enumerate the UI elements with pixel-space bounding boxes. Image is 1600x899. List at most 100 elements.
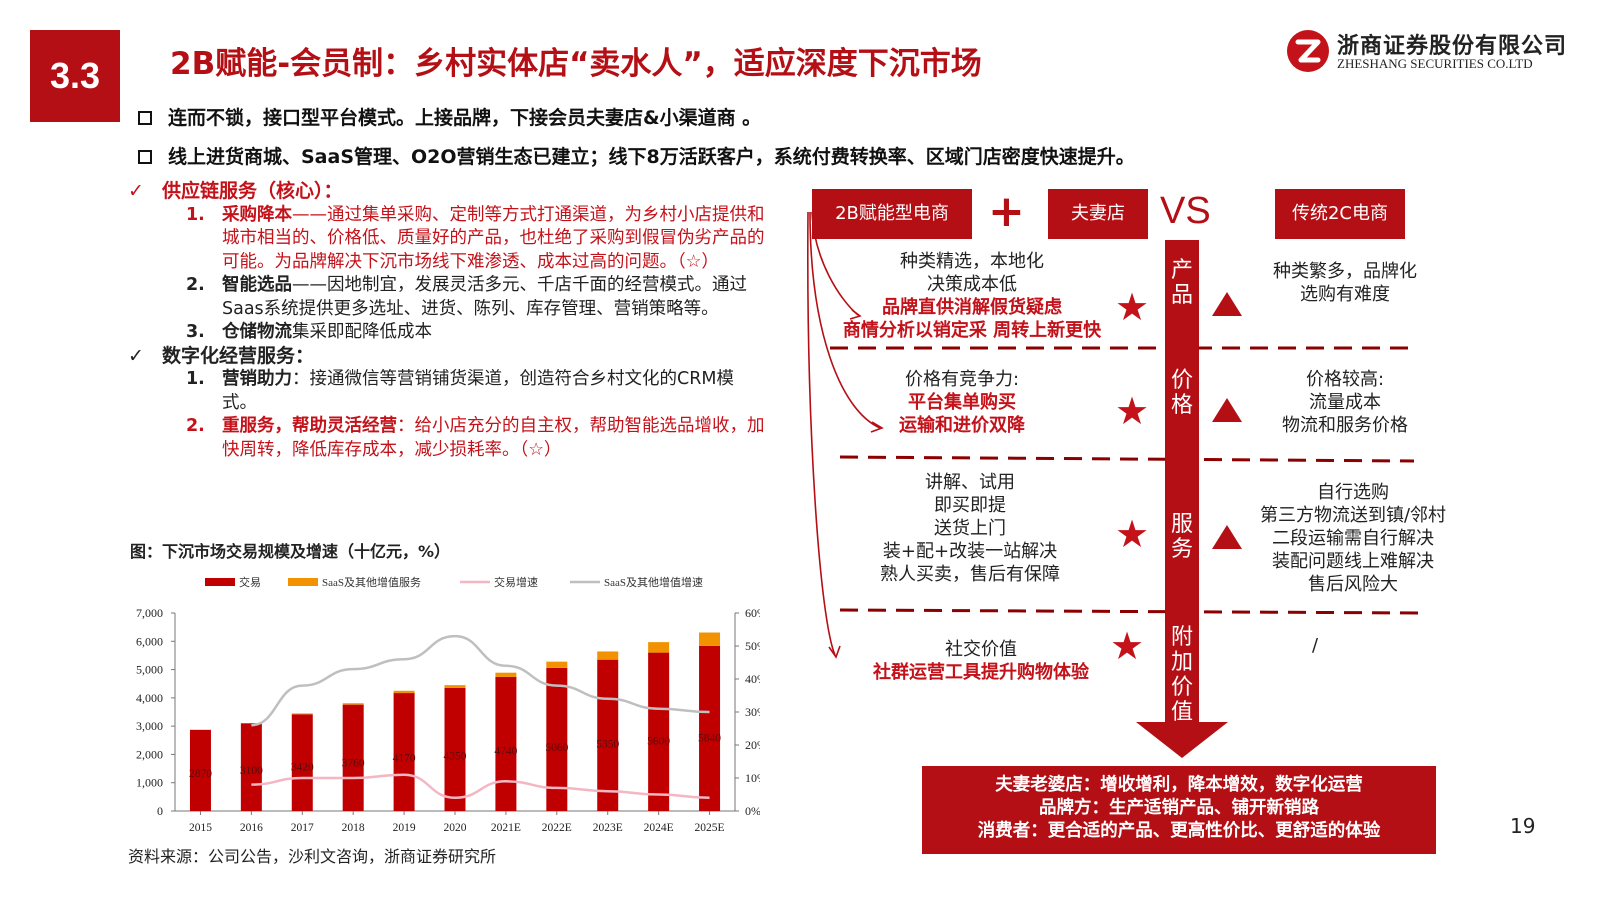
legend-label: SaaS及其他增值增速 <box>604 575 703 589</box>
star-icon: ★ <box>1115 389 1150 433</box>
digital-service-heading-text: 数字化经营服务： <box>162 344 315 367</box>
price-right-text: 价格较高: 流量成本 物流和服务价格 <box>1260 368 1430 437</box>
check-mark-icon: ✓ <box>128 344 144 367</box>
company-logo: 浙商证券股份有限公司 ZHESHANG SECURITIES CO.LTD <box>1285 26 1575 76</box>
bar-transaction <box>189 729 211 811</box>
service-right-text: 自行选购 第三方物流送到镇/邻村 二段运输需自行解决 装配问题线上难解决 售后风… <box>1248 481 1458 596</box>
bar-transaction <box>648 652 670 811</box>
star-icon: ★ <box>1110 624 1145 668</box>
vs-label: VS <box>1160 190 1211 232</box>
supply-chain-heading-text: 供应链服务（核心）： <box>162 180 343 202</box>
conclusion-line: 夫妻老婆店：增收增利，降本增效，数字化运营 <box>995 775 1363 795</box>
text-line: 送货上门 <box>934 518 1006 539</box>
list-item-keyword: 采购降本 <box>222 204 292 225</box>
text-line-highlight: 运输和进价双降 <box>899 415 1025 436</box>
list-item-keyword: 仓储物流 <box>222 322 292 342</box>
y-tick-label-left: 2,000 <box>136 747 163 761</box>
header-mom-pop-store: 夫妻店 <box>1048 189 1148 239</box>
axis-char: 服 <box>1170 512 1193 537</box>
x-tick-label: 2016 <box>240 822 263 834</box>
legend-label: 交易增速 <box>494 575 538 589</box>
data-label: 4740 <box>494 746 517 758</box>
list-item-number: 1. <box>186 204 205 225</box>
bar-saas <box>495 672 517 677</box>
data-label: 5060 <box>545 742 568 754</box>
page-title: 2B赋能-会员制：乡村实体店“卖水人”，适应深度下沉市场 <box>170 46 982 82</box>
list-item-text: 采购降本——通过集单采购、定制等方式打通渠道，为乡村小店提供和城市相当的、价格低… <box>222 204 768 275</box>
bar-transaction <box>291 714 313 811</box>
legend-label: 交易 <box>239 575 261 589</box>
data-label: 3420 <box>291 761 314 773</box>
logo-company-name-en: ZHESHANG SECURITIES CO.LTD <box>1337 56 1533 71</box>
bar-transaction <box>342 704 364 811</box>
y-tick-label-right: 40% <box>745 672 760 686</box>
bar-transaction <box>546 667 568 811</box>
bullet-text: 连而不锁，接口型平台模式。上接品牌，下接会员夫妻店&小渠道商 。 <box>168 107 762 129</box>
header-traditional-2c: 传统2C电商 <box>1275 189 1405 239</box>
square-bullet-icon <box>138 150 152 164</box>
y-tick-label-right: 30% <box>745 705 760 719</box>
y-tick-label-right: 60% <box>745 606 760 620</box>
x-tick-label: 2024E <box>644 822 674 834</box>
list-item-keyword: 智能选品 <box>222 275 292 295</box>
text-line: 第三方物流送到镇/邻村 <box>1259 505 1447 526</box>
text-line: 售后风险大 <box>1308 574 1398 595</box>
text-line: 熟人买卖，售后有保障 <box>880 564 1060 585</box>
list-item: 2. 重服务，帮助灵活经营：给小店充分的自主权，帮助智能选品增收，加快周转，降低… <box>128 415 768 462</box>
list-item-body: 集采即配降低成本 <box>292 322 432 342</box>
series-line <box>251 634 710 727</box>
text-line: 自行选购 <box>1317 482 1389 503</box>
bar-saas <box>393 690 415 694</box>
supply-chain-heading: ✓ 供应链服务（核心）： <box>128 180 768 204</box>
y-tick-label-left: 3,000 <box>136 719 163 733</box>
list-item-number: 3. <box>186 322 205 342</box>
y-tick-label-left: 1,000 <box>136 776 163 790</box>
list-item-keyword: 营销助力 <box>222 369 292 389</box>
y-tick-label-right: 0% <box>745 804 760 818</box>
axis-char: 产 <box>1170 258 1193 283</box>
axis-char: 品 <box>1170 283 1193 308</box>
x-tick-label: 2022E <box>542 822 572 834</box>
chart-title: 图：下沉市场交易规模及增速（十亿元，%） <box>130 542 451 561</box>
data-label: 4170 <box>393 752 416 764</box>
bar-transaction <box>393 693 415 811</box>
bar-transaction <box>495 676 517 811</box>
bar-transaction <box>444 687 466 811</box>
triangle-icon <box>1212 525 1242 549</box>
check-mark-icon: ✓ <box>128 180 144 202</box>
x-tick-label: 2018 <box>342 822 365 834</box>
data-label: 5600 <box>647 735 670 747</box>
value-added-left-text: 社交价值 社群运营工具提升购物体验 <box>856 638 1106 684</box>
triangle-icon <box>1212 398 1242 422</box>
axis-char: 附 <box>1170 625 1193 650</box>
list-item-keyword: 重服务，帮助灵活经营 <box>222 416 397 436</box>
text-line: 种类精选，本地化 <box>900 251 1044 272</box>
star-icon: ★ <box>1115 285 1150 329</box>
text-line: 物流和服务价格 <box>1282 415 1408 436</box>
text-line: 讲解、试用 <box>925 472 1015 493</box>
axis-label-product: 产品 <box>1167 258 1197 308</box>
legend-swatch <box>288 578 318 586</box>
data-label: 2870 <box>189 768 212 780</box>
y-tick-label-left: 0 <box>157 804 163 818</box>
axis-label-service: 服务 <box>1167 512 1197 562</box>
axis-char: 加 <box>1170 650 1193 675</box>
conclusion-line: 品牌方：生产适销产品、铺开新销路 <box>1039 798 1319 818</box>
data-label: 5840 <box>698 733 721 745</box>
bar-saas <box>291 713 313 715</box>
logo-company-name: 浙商证券股份有限公司 <box>1337 34 1568 59</box>
section-number-badge: 3.3 <box>30 30 120 122</box>
list-item-body: ——因地制宜，发展灵活多元、千店千面的经营模式。通过Saas系统提供更多选址、进… <box>222 275 747 319</box>
market-scale-chart: 交易 SaaS及其他增值服务 交易增速 SaaS及其他增值增速 0 1,000 2,000 3… <box>136 575 760 834</box>
text-line: 流量成本 <box>1309 392 1381 413</box>
axis-label-value-added: 附加价值 <box>1167 625 1197 725</box>
x-tick-label: 2019 <box>393 822 416 834</box>
bar-transaction <box>699 645 721 811</box>
data-label: 3100 <box>240 765 263 777</box>
plus-icon: + <box>988 186 1025 237</box>
bullet-text: 线上进货商城、SaaS管理、O2O营销生态已建立；线下8万活跃客户，系统付费转换… <box>168 146 1135 168</box>
text-line-highlight: 品牌直供消解假货疑虑 <box>882 297 1062 318</box>
y-tick-label-right: 20% <box>745 738 760 752</box>
text-line: 二段运输需自行解决 <box>1272 528 1434 549</box>
list-item-text: 重服务，帮助灵活经营：给小店充分的自主权，帮助智能选品增收，加快周转，降低库存成… <box>222 415 768 462</box>
